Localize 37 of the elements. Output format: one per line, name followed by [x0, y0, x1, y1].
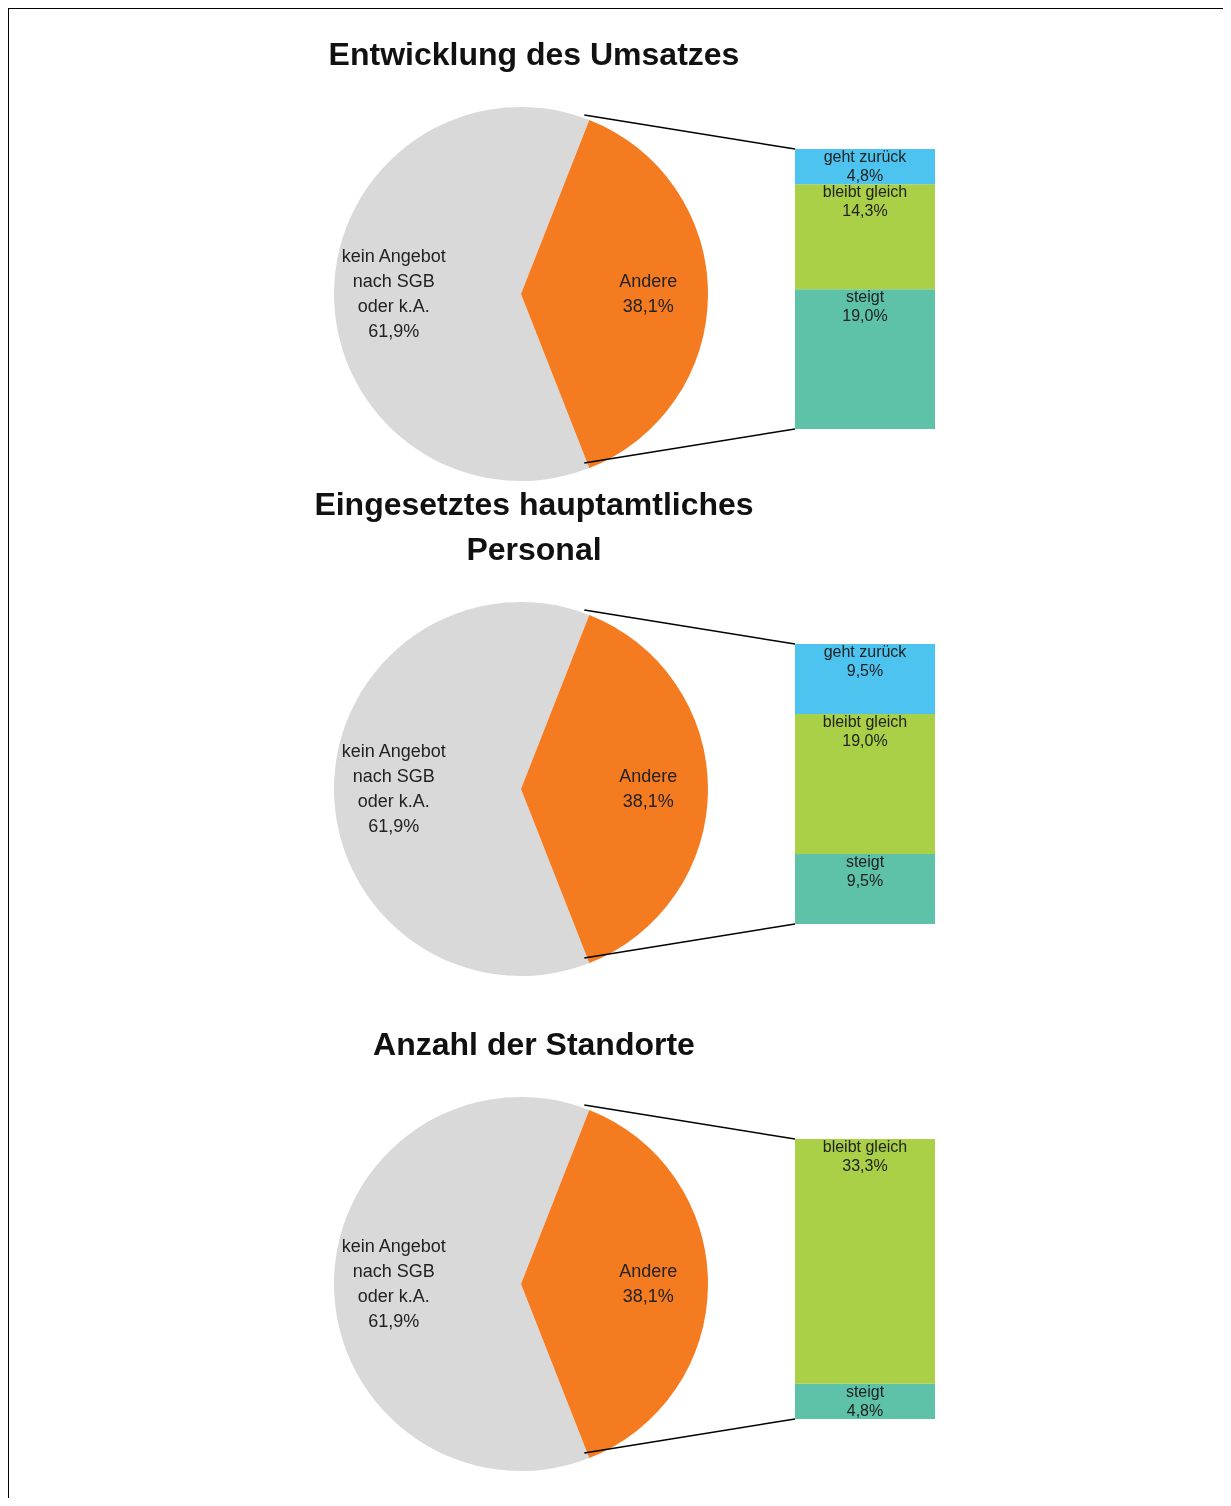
series-label: geht zurück — [823, 148, 908, 166]
data-label: 9,5% — [846, 662, 884, 680]
chart-title: Entwicklung des Umsatzes — [328, 35, 740, 74]
pie-slice — [521, 119, 708, 469]
pie-slice — [334, 107, 590, 481]
series-label: bleibt gleich — [822, 183, 908, 201]
chart-title: Anzahl der Standorte — [373, 1025, 695, 1064]
chart-title: Eingesetztes hauptamtliches Personal — [313, 485, 755, 569]
slice-label: kein Angebot nach SGB oder k.A. — [341, 740, 446, 811]
slice-label: kein Angebot nach SGB oder k.A. — [341, 245, 446, 316]
data-label: 61,9% — [368, 815, 420, 836]
data-label: 38,1% — [622, 1285, 674, 1306]
pie-slice — [521, 614, 708, 964]
data-label: 19,0% — [842, 307, 888, 325]
data-label: 4,8% — [846, 167, 884, 185]
data-label: 61,9% — [368, 1310, 420, 1331]
pie-slice — [334, 1097, 590, 1471]
data-label: 38,1% — [622, 790, 674, 811]
data-label: 9,5% — [846, 872, 884, 890]
data-label: 33,3% — [842, 1157, 888, 1175]
pie-slice — [334, 602, 590, 976]
series-label: steigt — [845, 1382, 885, 1400]
data-label: 61,9% — [368, 320, 420, 341]
slice-label: Andere — [619, 1260, 678, 1281]
data-label: 4,8% — [846, 1401, 884, 1419]
slice-label: Andere — [619, 270, 678, 291]
slice-label: kein Angebot nach SGB oder k.A. — [341, 1235, 446, 1306]
series-label: steigt — [845, 853, 885, 871]
series-label: geht zurück — [823, 643, 908, 661]
pie-slice — [521, 1109, 708, 1459]
data-label: 14,3% — [842, 202, 888, 220]
data-label: 38,1% — [622, 295, 674, 316]
data-label: 19,0% — [842, 732, 888, 750]
series-label: steigt — [845, 288, 885, 306]
series-label: bleibt gleich — [822, 713, 908, 731]
series-label: bleibt gleich — [822, 1138, 908, 1156]
slice-label: Andere — [619, 765, 678, 786]
